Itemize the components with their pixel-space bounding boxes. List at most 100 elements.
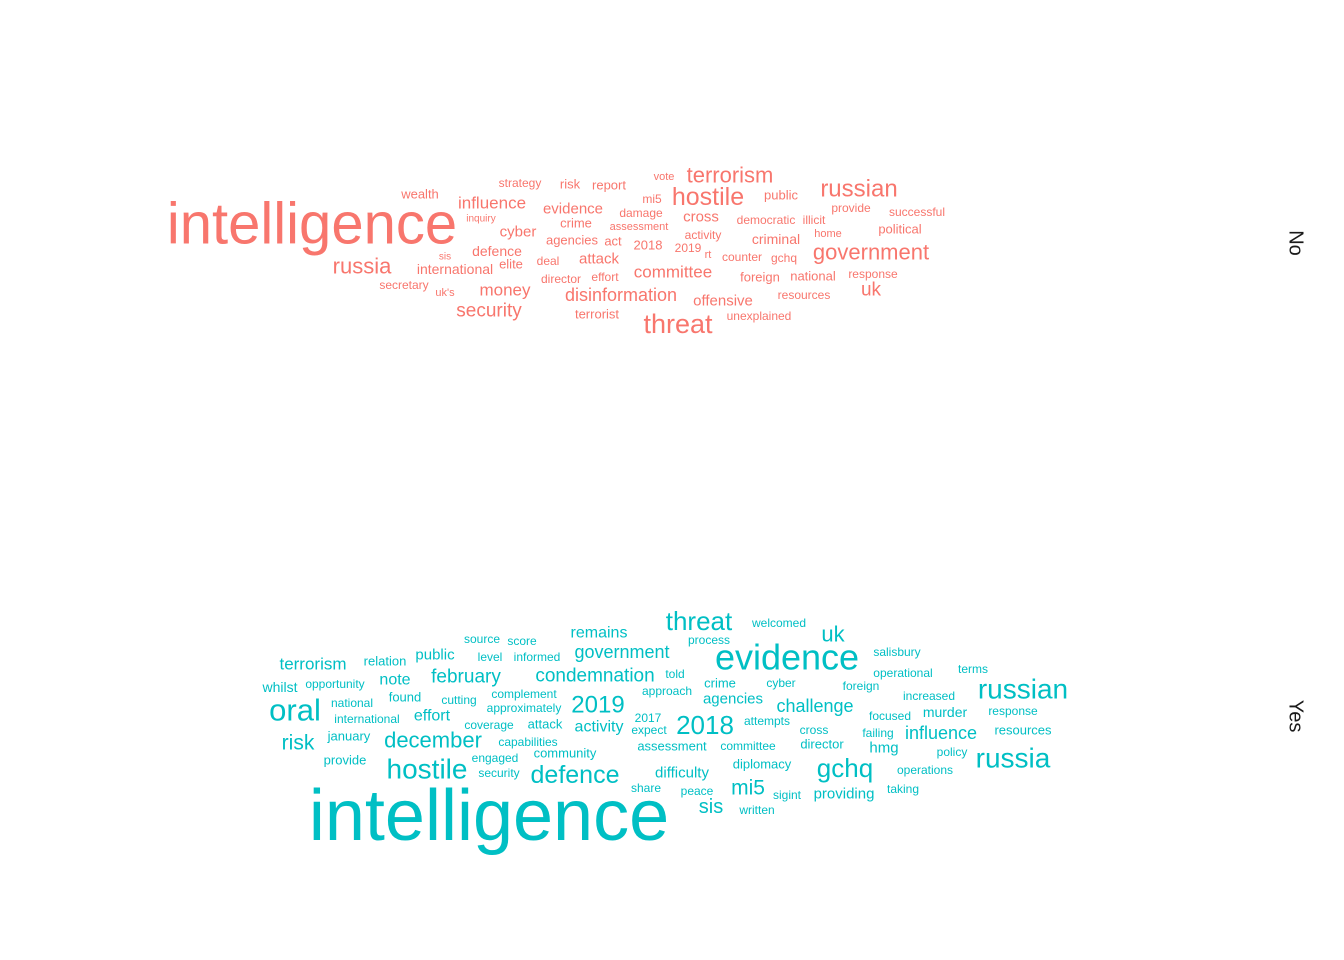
word-yes-approach-68: approach [642,684,692,698]
word-yes-january-38: january [327,729,371,744]
word-yes-february-18: february [431,667,501,688]
word-no-activity-39: activity [685,228,722,242]
word-no-director-47: director [541,272,581,286]
panel-yes: intelligence evidence oral russian russia hos… [261,606,1068,856]
word-no-security-7: security [456,301,522,322]
word-no-inquiry-57: inquiry [466,214,495,225]
word-no-russian-3: russian [820,176,897,203]
word-yes-expect-75: expect [631,723,667,737]
word-no-deal-46: deal [537,254,560,268]
word-no-public-26: public [764,188,798,203]
word-yes-attack-42: attack [528,717,563,732]
word-yes-security-77: security [478,766,519,780]
word-no-2018-33: 2018 [634,238,663,253]
word-yes-source-63: source [464,632,500,646]
word-no-terrorist-31: terrorist [575,307,619,322]
word-yes-found-34: found [389,690,422,705]
word-yes-told-67: told [665,667,684,681]
word-yes-share-78: share [631,781,661,795]
word-no-attack-16: attack [579,251,620,268]
word-yes-2019-10: 2019 [571,692,624,719]
word-no-criminal-18: criminal [752,231,800,247]
word-yes-capabilities-52: capabilities [498,735,557,749]
word-yes-assessment-36: assessment [637,739,707,754]
word-yes-challenge-19: challenge [776,696,853,716]
word-no-crime-22: crime [560,216,592,231]
word-yes-response-49: response [988,704,1038,718]
word-no-response-42: response [848,267,898,281]
word-yes-providing-27: providing [814,786,875,803]
word-no-provide-50: provide [831,201,871,215]
word-no-agencies-21: agencies [546,233,599,248]
word-yes-crime-35: crime [704,676,736,691]
word-no-illicit-37: illicit [803,213,826,227]
word-yes-salisbury-60: salisbury [873,645,920,659]
word-no-hostile-1: hostile [672,183,744,211]
word-no-uk-12: uk [861,280,882,301]
word-yes-condemnation-16: condemnation [535,666,654,687]
word-no-counter-44: counter [722,250,762,264]
word-yes-level-65: level [478,650,503,664]
word-no-elite-32: elite [499,257,523,272]
word-yes-informed-66: informed [514,650,561,664]
word-yes-community-37: community [534,746,597,761]
word-yes-activity-24: activity [575,719,624,736]
word-yes-attempts-70: attempts [744,714,790,728]
word-no-defence-19: defence [472,243,522,259]
word-yes-note-23: note [379,672,410,689]
word-yes-defence-9: defence [531,761,620,789]
panel-no: intelligence hostile threat russian terroris… [167,163,945,340]
word-yes-difficulty-26: difficulty [655,765,709,782]
word-no-cross-15: cross [683,209,719,226]
word-yes-threat-6: threat [666,606,733,636]
word-no-successful-38: successful [889,205,945,219]
word-yes-influence-20: influence [905,723,977,743]
word-yes-public-28: public [415,647,455,664]
word-yes-written-81: written [738,803,774,817]
word-yes-evidence-1: evidence [715,637,859,678]
word-yes-hostile-5: hostile [387,754,468,785]
word-no-rt-55: rt [705,249,712,261]
word-yes-focused-56: focused [869,709,911,723]
word-no-report-27: report [592,178,626,193]
word-yes-uk-12: uk [821,622,845,647]
word-no-unexplained-40: unexplained [727,309,792,323]
word-yes-score-64: score [507,634,537,648]
word-yes-mi5-14: mi5 [731,777,765,800]
word-no-vote-53: vote [654,171,675,183]
word-no-assessment-54: assessment [610,221,669,233]
word-yes-agencies-29: agencies [703,691,763,708]
word-no-international-20: international [417,261,493,277]
word-no-mi5-51: mi5 [642,192,662,206]
word-yes-increased-45: increased [903,689,955,703]
word-no-uks-52: uk's [435,287,455,299]
word-yes-remains-22: remains [571,625,628,642]
word-no-foreign-24: foreign [740,270,780,285]
word-no-risk-28: risk [560,177,581,192]
facet-label-yes: Yes [1285,700,1307,733]
word-yes-cutting-46: cutting [441,693,476,707]
word-yes-cross-69: cross [800,723,829,737]
word-yes-resources-41: resources [994,723,1052,738]
word-yes-relation-33: relation [364,654,407,669]
word-no-influence-10: influence [458,194,526,213]
word-yes-director-39: director [800,737,844,752]
word-yes-foreign-48: foreign [843,679,880,693]
word-yes-terrorism-21: terrorism [279,655,346,674]
word-no-national-25: national [790,269,836,284]
word-no-strategy-34: strategy [499,176,542,190]
word-no-2019-35: 2019 [675,241,702,255]
word-yes-oral-2: oral [269,693,321,728]
word-yes-whilst-32: whilst [261,679,297,695]
word-no-act-23: act [604,234,622,249]
word-no-disinformation-8: disinformation [565,285,677,305]
word-yes-approximately-50: approximately [487,701,562,715]
word-yes-russia-4: russia [976,743,1051,774]
word-no-democratic-36: democratic [737,213,796,227]
word-yes-gchq-8: gchq [817,753,873,783]
word-no-government-5: government [813,240,929,265]
word-no-threat-2: threat [643,309,713,339]
word-yes-complement-51: complement [491,687,557,701]
word-no-political-30: political [878,222,921,237]
